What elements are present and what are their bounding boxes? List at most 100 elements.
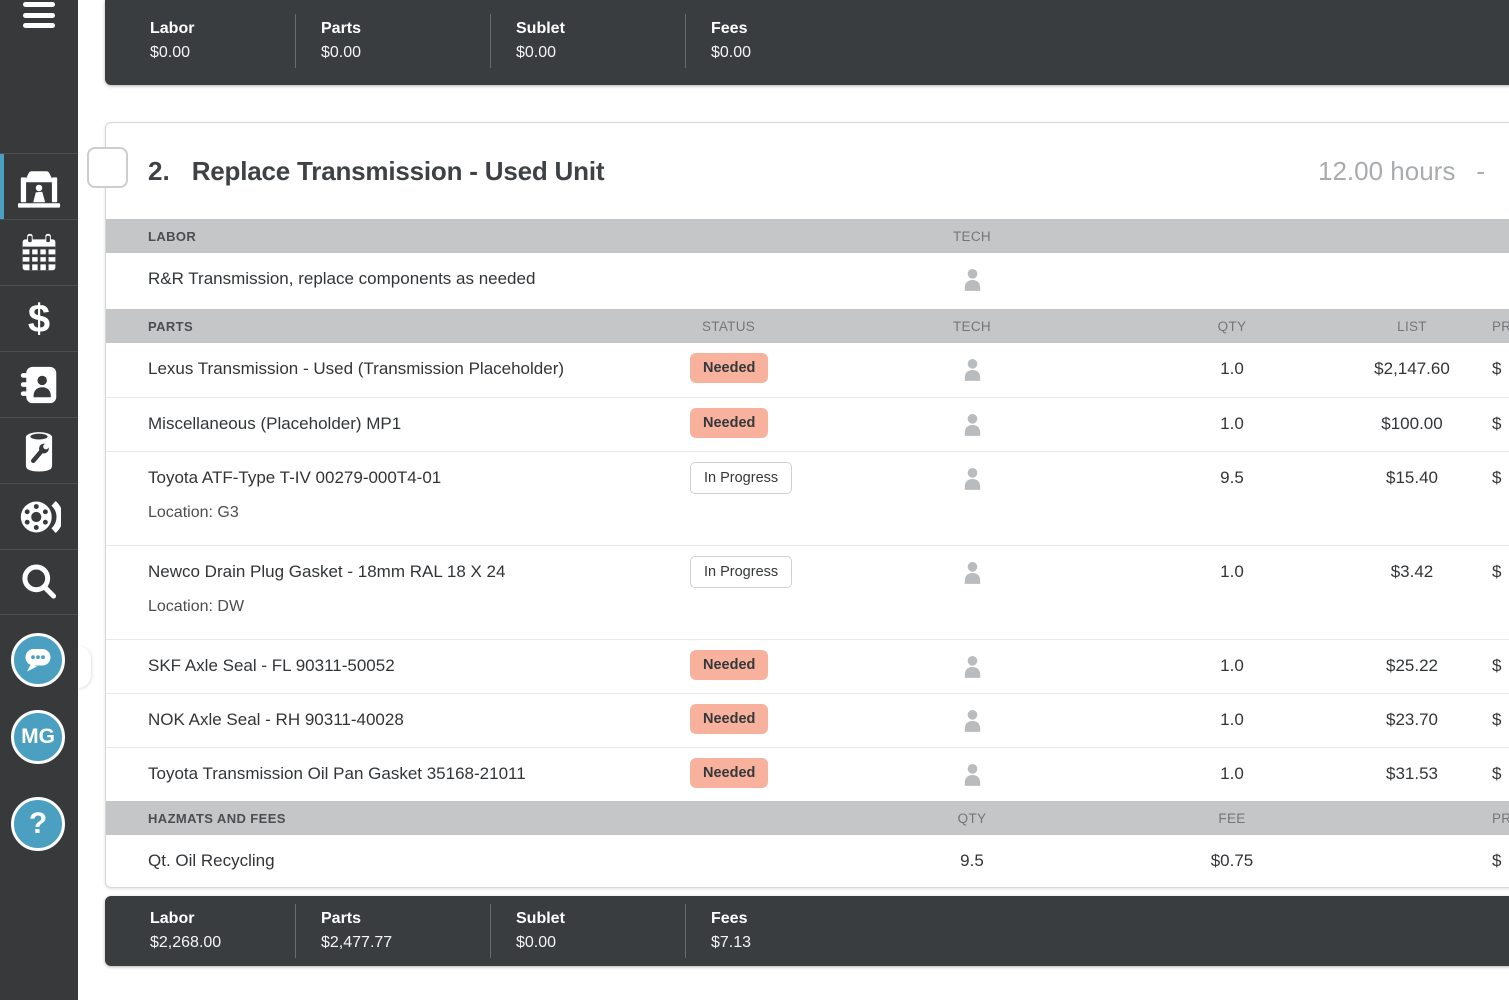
- tech-assign-icon[interactable]: [962, 358, 983, 381]
- hazmat-price: $: [1492, 851, 1502, 870]
- service-totals-bar: Labor $2,268.00 Parts $2,477.77 Sublet $…: [105, 896, 1509, 966]
- chat-bubble-icon: [25, 649, 51, 672]
- part-row[interactable]: Toyota Transmission Oil Pan Gasket 35168…: [106, 747, 1509, 801]
- totals-value: $0.00: [150, 43, 191, 61]
- sidebar-item-invoices[interactable]: $: [0, 285, 78, 351]
- parts-status-column-header: STATUS: [702, 318, 756, 334]
- parts-qty-column-header: QTY: [1217, 318, 1247, 334]
- part-name: NOK Axle Seal - RH 90311-40028: [148, 710, 404, 729]
- totals-label: Sublet: [516, 19, 565, 37]
- sidebar-item-calendar[interactable]: [0, 219, 78, 285]
- part-status-badge[interactable]: In Progress: [690, 462, 793, 494]
- totals-label: Labor: [150, 910, 195, 927]
- search-icon: [22, 564, 57, 599]
- part-name: Lexus Transmission - Used (Transmission …: [148, 359, 565, 378]
- parts-tech-column-header: TECH: [953, 318, 991, 334]
- part-row[interactable]: SKF Axle Seal - FL 90311-50052 Needed 1.…: [106, 639, 1509, 693]
- hazmat-fee: $0.75: [1210, 851, 1254, 870]
- part-price: $: [1492, 562, 1502, 581]
- part-location: Location: G3: [148, 504, 239, 521]
- service-price-separator: -: [1476, 155, 1485, 186]
- part-list: $2,147.60: [1374, 359, 1450, 378]
- hazmat-qty: 9.5: [960, 851, 984, 870]
- part-row[interactable]: Toyota ATF-Type T-IV 00279-000T4-01 Loca…: [106, 451, 1509, 545]
- question-mark-icon: ?: [28, 807, 48, 840]
- totals-label: Sublet: [516, 910, 565, 927]
- tech-assign-icon[interactable]: [962, 655, 983, 678]
- sidebar: $: [0, 0, 78, 1000]
- totals-value: $0.00: [516, 43, 557, 61]
- sidebar-item-inventory[interactable]: [0, 417, 78, 483]
- help-button[interactable]: ?: [11, 797, 65, 851]
- part-status-badge[interactable]: Needed: [690, 650, 769, 680]
- part-name: SKF Axle Seal - FL 90311-50052: [148, 656, 395, 675]
- menu-hamburger-icon[interactable]: [23, 2, 55, 28]
- totals-cell: Labor $2,268.00: [150, 904, 320, 958]
- part-price: $: [1492, 359, 1502, 378]
- part-row[interactable]: Lexus Transmission - Used (Transmission …: [106, 343, 1509, 397]
- service-title: Replace Transmission - Used Unit: [191, 155, 605, 186]
- part-location: Location: DW: [148, 598, 245, 615]
- totals-value: $0.00: [711, 43, 752, 61]
- part-name: Newco Drain Plug Gasket - 18mm RAL 18 X …: [148, 562, 506, 581]
- part-status-badge[interactable]: Needed: [690, 408, 769, 438]
- hazmats-price-column-header: PR: [1492, 810, 1509, 826]
- part-qty: 1.0: [1220, 359, 1244, 378]
- part-list: $3.42: [1390, 562, 1434, 581]
- totals-label: Labor: [150, 19, 195, 37]
- part-list: $25.22: [1386, 656, 1438, 675]
- user-avatar[interactable]: MG: [11, 710, 65, 764]
- part-price: $: [1492, 414, 1502, 433]
- totals-label: Parts: [321, 910, 362, 927]
- totals-label: Fees: [711, 19, 748, 37]
- part-row[interactable]: Miscellaneous (Placeholder) MP1 Needed 1…: [106, 397, 1509, 451]
- totals-cell: Fees $0.00: [685, 13, 880, 68]
- totals-value: $2,477.77: [321, 934, 393, 951]
- hazmats-section-header: HAZMATS AND FEES QTY FEE PR: [106, 801, 1509, 835]
- chat-button[interactable]: [11, 633, 65, 687]
- part-list: $100.00: [1381, 414, 1443, 433]
- labor-name: R&R Transmission, replace components as …: [148, 269, 536, 288]
- part-name: Toyota ATF-Type T-IV 00279-000T4-01: [148, 468, 442, 487]
- previous-service-totals-bar: Labor $0.00 Parts $0.00 Sublet $0.00 Fee…: [105, 0, 1509, 85]
- part-row[interactable]: NOK Axle Seal - RH 90311-40028 Needed 1.…: [106, 693, 1509, 747]
- totals-value: $0.00: [321, 43, 362, 61]
- sidebar-item-workflow[interactable]: [0, 153, 78, 219]
- hazmats-fee-column-header: FEE: [1218, 810, 1246, 826]
- part-qty: 1.0: [1220, 414, 1244, 433]
- part-status-badge[interactable]: Needed: [690, 704, 769, 734]
- part-qty: 1.0: [1220, 562, 1244, 581]
- part-qty: 1.0: [1220, 710, 1244, 729]
- totals-cell: Sublet $0.00: [490, 13, 685, 68]
- tech-assign-icon[interactable]: [962, 709, 983, 732]
- part-row[interactable]: Newco Drain Plug Gasket - 18mm RAL 18 X …: [106, 545, 1509, 639]
- tech-assign-icon[interactable]: [962, 467, 983, 490]
- parts-price-column-header: PR: [1492, 318, 1509, 334]
- totals-value: $2,268.00: [150, 934, 222, 951]
- tech-assign-icon[interactable]: [962, 763, 983, 786]
- sidebar-nav: $: [0, 153, 78, 615]
- totals-cell: Parts $2,477.77: [295, 904, 490, 958]
- tech-assign-icon[interactable]: [962, 268, 983, 291]
- hazmat-row[interactable]: Qt. Oil Recycling 9.5 $0.75 $: [106, 835, 1509, 889]
- tech-assign-icon[interactable]: [962, 413, 983, 436]
- part-name: Miscellaneous (Placeholder) MP1: [148, 414, 402, 433]
- totals-value: $0.00: [516, 934, 557, 951]
- tech-assign-icon[interactable]: [962, 561, 983, 584]
- sidebar-item-search[interactable]: [0, 549, 78, 615]
- calendar-icon: [22, 233, 56, 270]
- totals-label: Fees: [711, 910, 748, 927]
- part-status-badge[interactable]: Needed: [690, 353, 769, 383]
- labor-row[interactable]: R&R Transmission, replace components as …: [106, 253, 1509, 309]
- sidebar-item-services[interactable]: [0, 483, 78, 549]
- parts-list-column-header: LIST: [1397, 318, 1427, 334]
- brake-rotor-icon: [20, 500, 61, 533]
- service-checkbox[interactable]: [87, 147, 128, 188]
- panel-toggle-handle[interactable]: [78, 646, 91, 688]
- totals-value: $7.13: [711, 934, 752, 951]
- service-hours: 12.00 hours: [1318, 155, 1456, 186]
- part-price: $: [1492, 710, 1502, 729]
- sidebar-item-customers[interactable]: [0, 351, 78, 417]
- part-status-badge[interactable]: In Progress: [690, 556, 793, 588]
- part-status-badge[interactable]: Needed: [690, 758, 769, 788]
